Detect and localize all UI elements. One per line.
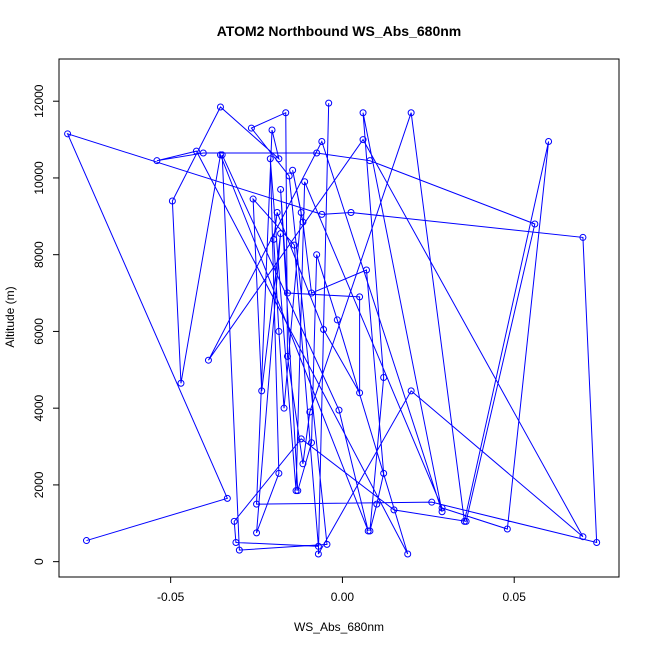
x-axis: -0.05 0.00 0.05	[157, 577, 526, 604]
data-point	[301, 178, 309, 186]
y-tick-label: 2000	[32, 471, 46, 498]
data-point	[314, 542, 322, 550]
data-point	[285, 172, 293, 180]
data-point	[283, 352, 291, 360]
y-tick-label: 0	[32, 558, 46, 565]
data-point	[428, 498, 436, 506]
data-point	[438, 508, 446, 516]
data-point	[277, 185, 285, 193]
data-point	[204, 356, 212, 364]
y-tick-label: 12000	[32, 84, 46, 118]
data-point	[192, 147, 200, 155]
data-point	[313, 251, 321, 259]
data-point	[275, 327, 283, 335]
data-point	[320, 326, 328, 334]
data-point	[366, 157, 374, 165]
data-point	[359, 136, 367, 144]
data-point	[280, 404, 288, 412]
data-point	[216, 103, 224, 111]
data-point	[390, 506, 398, 514]
x-tick-label: 0.05	[503, 590, 527, 604]
data-point	[333, 316, 341, 324]
data-point	[275, 155, 283, 163]
data-point	[593, 538, 601, 546]
series-line	[66, 103, 598, 555]
data-point	[545, 137, 553, 145]
data-point	[359, 109, 367, 117]
data-point	[318, 210, 326, 218]
data-point	[290, 241, 298, 249]
data-point	[253, 500, 261, 508]
data-point	[325, 99, 333, 107]
data-point	[297, 208, 305, 216]
data-point	[270, 235, 278, 243]
data-point	[82, 537, 90, 545]
data-point	[531, 220, 539, 228]
data-point	[308, 439, 316, 447]
data-point	[318, 137, 326, 145]
data-point	[253, 529, 261, 537]
data-point	[249, 195, 257, 203]
chart-title: ATOM2 Northbound WS_Abs_680nm	[217, 23, 462, 39]
data-point	[299, 218, 307, 226]
y-axis: 0 2000 4000 6000 8000 10000 12000	[32, 84, 59, 565]
data-point	[380, 469, 388, 477]
data-point	[380, 373, 388, 381]
data-point	[268, 126, 276, 134]
data-point	[283, 289, 291, 297]
data-point	[168, 197, 176, 205]
data-point	[266, 155, 274, 163]
data-point	[273, 208, 281, 216]
data-point	[366, 527, 374, 535]
data-point	[275, 469, 283, 477]
data-point	[356, 389, 364, 397]
data-point	[313, 149, 321, 157]
data-point	[218, 151, 226, 159]
data-point	[289, 166, 297, 174]
y-tick-label: 4000	[32, 395, 46, 422]
data-point	[362, 266, 370, 274]
data-point	[232, 538, 240, 546]
data-point	[277, 230, 285, 238]
x-tick-label: 0.00	[331, 590, 355, 604]
data-point	[314, 550, 322, 558]
data-point	[335, 406, 343, 414]
data-point	[438, 504, 446, 512]
data-point	[462, 517, 470, 525]
data-point	[247, 124, 255, 132]
data-point	[579, 533, 587, 541]
data-point	[299, 460, 307, 468]
data-point	[407, 387, 415, 395]
data-point	[503, 525, 511, 533]
data-point	[294, 487, 302, 495]
data-point	[235, 546, 243, 554]
y-tick-label: 8000	[32, 241, 46, 268]
data-point	[308, 289, 316, 297]
y-axis-label: Altitude (m)	[3, 286, 17, 347]
data-point	[258, 387, 266, 395]
x-tick-label: -0.05	[157, 590, 185, 604]
y-tick-label: 10000	[32, 161, 46, 195]
data-point	[323, 540, 331, 548]
data-point	[306, 408, 314, 416]
data-point	[177, 379, 185, 387]
data-point	[297, 435, 305, 443]
data-points	[64, 99, 601, 558]
y-tick-label: 6000	[32, 318, 46, 345]
data-point	[404, 550, 412, 558]
data-point	[373, 500, 381, 508]
data-point	[579, 233, 587, 241]
data-point	[282, 109, 290, 117]
data-point	[223, 494, 231, 502]
data-point	[153, 157, 161, 165]
data-point	[199, 149, 207, 157]
plot-frame	[58, 58, 620, 578]
data-point	[230, 517, 238, 525]
data-point	[64, 130, 72, 138]
x-axis-label: WS_Abs_680nm	[294, 620, 384, 634]
data-point	[407, 109, 415, 117]
data-point	[356, 293, 364, 301]
data-point	[347, 208, 355, 216]
